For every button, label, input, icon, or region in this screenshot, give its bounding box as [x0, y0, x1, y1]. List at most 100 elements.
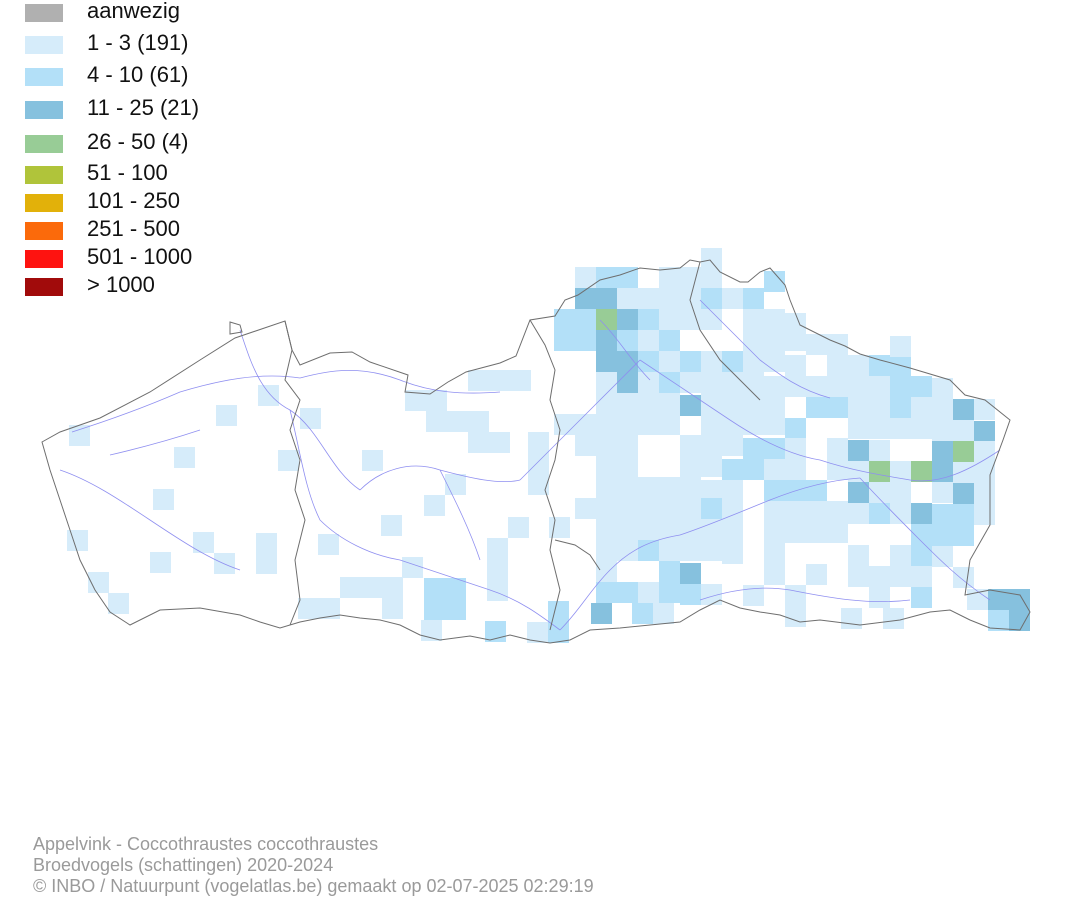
grid-cell: [701, 372, 722, 393]
grid-cell: [827, 522, 848, 543]
grid-cell: [487, 580, 508, 601]
grid-cell: [827, 355, 848, 376]
grid-cell: [575, 414, 596, 435]
grid-cell: [974, 399, 995, 420]
grid-cell: [680, 267, 701, 288]
grid-cell: [659, 372, 680, 393]
grid-cell: [153, 489, 174, 510]
grid-cell: [722, 480, 743, 501]
grid-cell: [405, 390, 426, 411]
grid-cell: [722, 501, 743, 522]
legend-swatch: [25, 250, 63, 268]
grid-cell: [806, 564, 827, 585]
grid-cell: [869, 418, 890, 439]
grid-cell: [883, 608, 904, 629]
legend-label: 101 - 250: [87, 188, 180, 213]
grid-cell: [806, 501, 827, 522]
grid-cell: [680, 395, 701, 416]
grid-cell: [785, 459, 806, 480]
grid-cell: [487, 538, 508, 559]
grid-cell: [528, 474, 549, 495]
grid-cell: [527, 622, 548, 643]
grid-cell: [382, 577, 403, 598]
legend-label: 251 - 500: [87, 216, 180, 241]
grid-cell: [911, 524, 932, 545]
grid-cell: [764, 309, 785, 330]
grid-cell: [932, 482, 953, 503]
legend-item: aanwezig: [25, 0, 325, 23]
grid-cell: [743, 288, 764, 309]
grid-cell: [445, 578, 466, 599]
grid-cell: [953, 462, 974, 483]
grid-cell: [764, 330, 785, 351]
grid-cell: [575, 309, 596, 330]
grid-cell: [617, 330, 638, 351]
grid-cell: [638, 498, 659, 519]
grid-cell: [911, 418, 932, 439]
grid-cell: [659, 477, 680, 498]
grid-cell: [596, 561, 617, 582]
legend-item: 51 - 100: [25, 160, 325, 185]
grid-cell: [680, 563, 701, 584]
grid-cell: [680, 519, 701, 540]
grid-cell: [785, 355, 806, 376]
grid-cell: [974, 504, 995, 525]
grid-cell: [722, 459, 743, 480]
grid-cell: [890, 545, 911, 566]
province-borders: [41, 259, 1031, 644]
grid-cell: [680, 309, 701, 330]
grid-cell: [468, 370, 489, 391]
grid-cell: [659, 267, 680, 288]
grid-cell: [596, 288, 617, 309]
grid-cell: [967, 589, 988, 610]
grid-cell: [743, 351, 764, 372]
grid-cell: [596, 372, 617, 393]
grid-cell: [932, 546, 953, 567]
grid-cell: [869, 503, 890, 524]
grid-cell: [554, 414, 575, 435]
grid-cell: [953, 399, 974, 420]
grid-cell: [554, 309, 575, 330]
grid-cell: [869, 482, 890, 503]
legend-label: aanwezig: [87, 0, 180, 23]
grid-cell: [596, 498, 617, 519]
grid-cell: [869, 566, 890, 587]
grid-cell: [722, 414, 743, 435]
grid-cell: [869, 440, 890, 461]
grid-cell: [806, 480, 827, 501]
grid-cell: [424, 578, 445, 599]
grid-cell: [575, 288, 596, 309]
grid-cell: [953, 504, 974, 525]
legend-label: > 1000: [87, 272, 155, 297]
grid-cell: [785, 418, 806, 439]
grid-cell: [216, 405, 237, 426]
grid-cell: [1009, 610, 1030, 631]
grid-cell: [806, 397, 827, 418]
grid-cell: [680, 456, 701, 477]
legend-swatch: [25, 36, 63, 54]
grid-cell: [743, 372, 764, 393]
grid-cell: [743, 585, 764, 606]
legend-item: 4 - 10 (61): [25, 62, 325, 87]
grid-cell: [617, 267, 638, 288]
legend-swatch: [25, 194, 63, 212]
legend-swatch: [25, 101, 63, 119]
credit-line: © INBO / Natuurpunt (vogelatlas.be) gema…: [33, 876, 594, 896]
grid-cell: [638, 309, 659, 330]
grid-cell: [743, 393, 764, 414]
grid-cell: [638, 288, 659, 309]
grid-cell: [632, 603, 653, 624]
grid-cell: [764, 564, 785, 585]
grid-cell: [932, 378, 953, 399]
grid-cell: [743, 330, 764, 351]
grid-cell: [659, 540, 680, 561]
grid-cell: [617, 288, 638, 309]
grid-cell: [869, 376, 890, 397]
grid-cell: [701, 435, 722, 456]
legend-swatch: [25, 4, 63, 22]
grid-cell: [659, 519, 680, 540]
grid-cell: [701, 248, 722, 269]
legend-label: 51 - 100: [87, 160, 168, 185]
atlas-grid-cells: [67, 248, 1030, 643]
grid-cell: [680, 351, 701, 372]
